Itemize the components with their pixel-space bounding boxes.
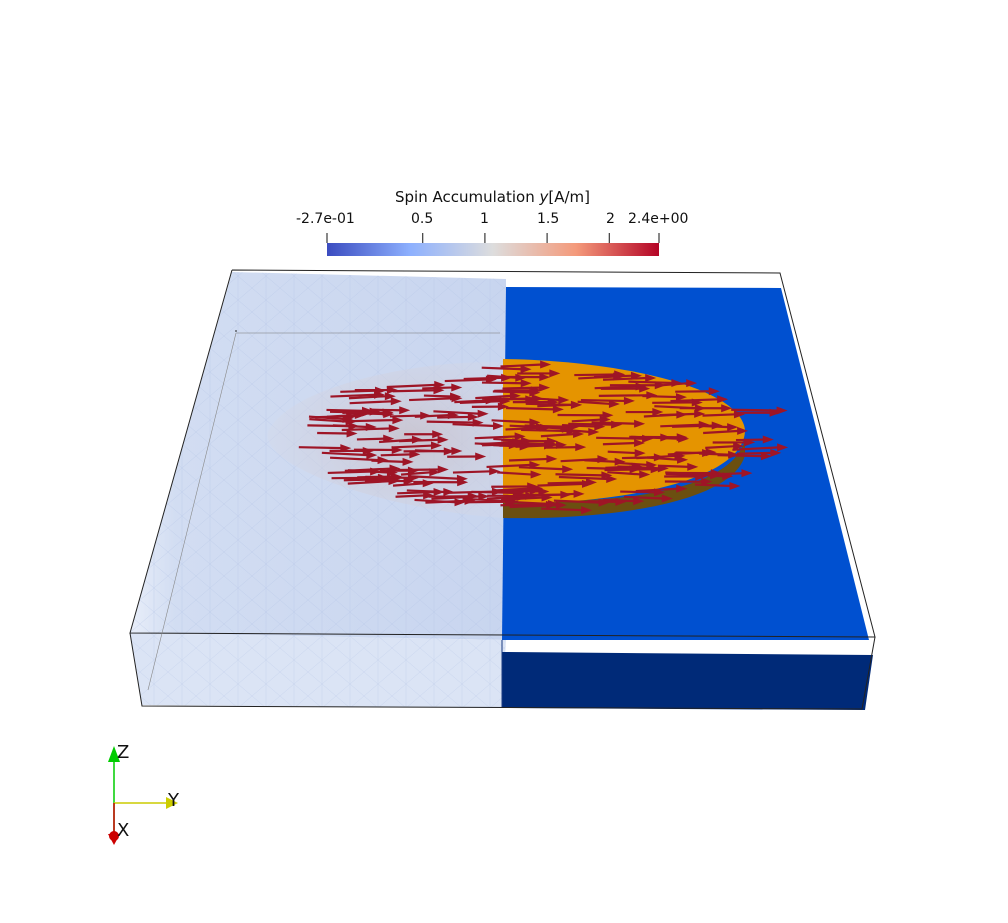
clip-face-side (502, 652, 873, 710)
x-axis-label: X (117, 820, 129, 841)
colorbar (327, 233, 659, 256)
colorbar-gradient (327, 243, 659, 256)
colorbar-title-prefix: Spin Accumulation (395, 188, 539, 206)
orientation-axes: Z Y X (108, 742, 180, 845)
colorbar-ticks (327, 233, 659, 243)
z-axis-label: Z (117, 742, 129, 763)
y-axis-label: Y (167, 790, 180, 811)
colorbar-title-unit: [A/m] (548, 188, 590, 206)
colorbar-tick-label-1: 0.5 (411, 211, 433, 227)
colorbar-tick-label-0: -2.7e-01 (296, 211, 355, 227)
colorbar-tick-label-2: 1 (480, 211, 489, 227)
colorbar-title: Spin Accumulation y[A/m] (300, 188, 685, 206)
colorbar-tick-label-3: 1.5 (537, 211, 559, 227)
colorbar-tick-label-5: 2.4e+00 (628, 211, 688, 227)
colorbar-tick-label-4: 2 (606, 211, 615, 227)
